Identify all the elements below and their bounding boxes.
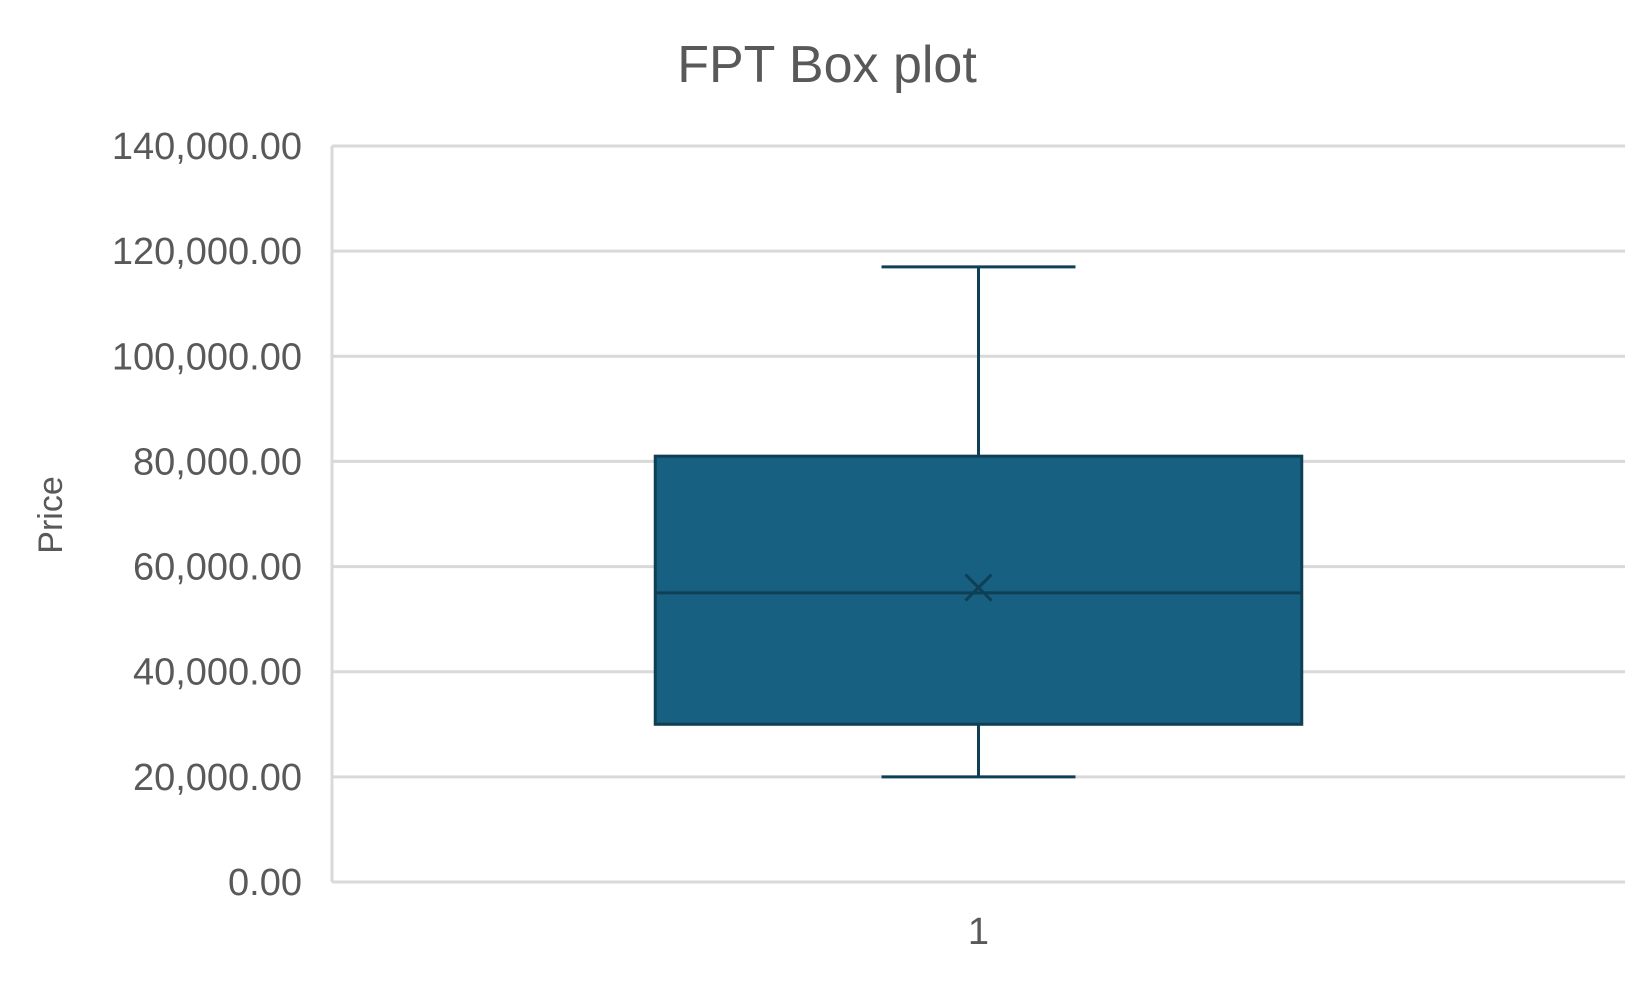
x-axis-ticks: 1: [968, 911, 989, 953]
y-axis-ticks: 0.00 20,000.00 40,000.00 60,000.00 80,000.00…: [112, 126, 302, 904]
y-tick-label: 100,000.00: [112, 336, 302, 378]
box-series: [653, 265, 1304, 779]
y-tick-label: 60,000.00: [133, 547, 302, 589]
y-tick-label: 0.00: [228, 862, 302, 904]
x-category-label: 1: [968, 911, 989, 953]
interquartile-box: [653, 454, 1304, 726]
y-axis-title: Price: [32, 476, 70, 553]
y-tick-label: 80,000.00: [133, 441, 302, 483]
mean-marker-stroke: [964, 573, 993, 602]
chart-title: FPT Box plot: [677, 36, 977, 94]
y-tick-label: 40,000.00: [133, 652, 302, 694]
y-tick-label: 120,000.00: [112, 231, 302, 273]
y-tick-label: 20,000.00: [133, 757, 302, 799]
mean-marker: [964, 573, 993, 602]
y-tick-label: 140,000.00: [112, 126, 302, 168]
